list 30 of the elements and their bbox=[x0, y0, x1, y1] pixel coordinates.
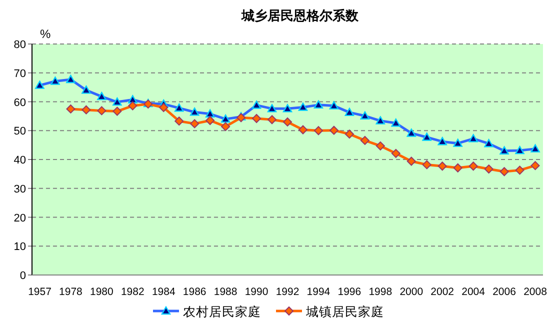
x-tick-label: 1998 bbox=[368, 286, 392, 298]
y-axis-title: % bbox=[40, 27, 51, 41]
x-tick-label: 1994 bbox=[306, 286, 330, 298]
y-tick-label: 0 bbox=[20, 270, 26, 282]
y-tick-label: 80 bbox=[14, 39, 26, 51]
legend-label: 农村居民家庭 bbox=[183, 304, 261, 319]
x-tick-label: 1980 bbox=[90, 286, 114, 298]
y-tick-label: 10 bbox=[14, 241, 26, 254]
y-tick-label: 40 bbox=[14, 154, 26, 166]
x-tick-label: 2002 bbox=[430, 286, 454, 298]
y-tick-label: 60 bbox=[14, 96, 26, 109]
x-tick-label: 2000 bbox=[400, 286, 424, 298]
x-tick-label: 1986 bbox=[182, 286, 206, 298]
y-tick-label: 70 bbox=[14, 68, 26, 80]
x-tick-label: 1984 bbox=[152, 286, 176, 298]
y-tick-label: 20 bbox=[14, 212, 26, 224]
x-tick-label: 2004 bbox=[462, 286, 486, 298]
x-tick-label: 1992 bbox=[276, 286, 300, 298]
x-tick-label: 1982 bbox=[120, 286, 144, 298]
x-tick-label: 2008 bbox=[524, 286, 548, 298]
y-tick-label: 50 bbox=[14, 126, 26, 138]
x-tick-label: 1988 bbox=[214, 286, 238, 298]
x-tick-label: 1996 bbox=[338, 286, 362, 298]
x-tick-label: 1978 bbox=[59, 286, 83, 298]
chart-title: 城乡居民恩格尔系数 bbox=[240, 8, 360, 23]
legend-label: 城镇居民家庭 bbox=[305, 304, 384, 319]
x-tick-label: 1957 bbox=[28, 286, 52, 298]
y-tick-label: 30 bbox=[14, 183, 26, 196]
x-tick-label: 1990 bbox=[244, 286, 268, 298]
x-tick-label: 2006 bbox=[492, 286, 516, 298]
